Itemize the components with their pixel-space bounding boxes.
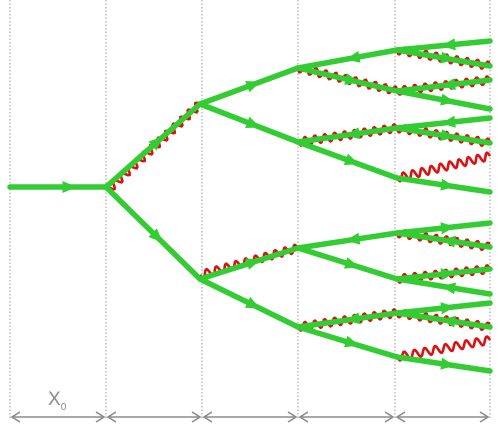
arrowhead-15 — [441, 38, 456, 51]
scale-arrow-left-0 — [10, 411, 21, 423]
arrowhead-12 — [343, 257, 360, 269]
arrowhead-4 — [245, 116, 261, 128]
x0-label: X0 — [48, 389, 66, 413]
arrowhead-27 — [441, 315, 456, 328]
arrowhead-11 — [345, 232, 361, 245]
interval-scale — [10, 411, 490, 423]
scale-arrow-right-2 — [287, 411, 298, 423]
arrowhead-17 — [441, 78, 456, 91]
arrowhead-24 — [440, 268, 456, 281]
photon-line-8 — [395, 151, 492, 183]
scale-arrow-left-4 — [395, 411, 406, 423]
arrowhead-26 — [440, 302, 456, 315]
arrowhead-3 — [245, 80, 261, 93]
photon-lines — [109, 46, 492, 362]
scale-arrow-right-4 — [479, 411, 490, 423]
arrowhead-6 — [244, 296, 261, 309]
arrowhead-1 — [148, 136, 163, 151]
arrowhead-18 — [440, 93, 456, 106]
arrowhead-2 — [148, 228, 163, 243]
arrowhead-8 — [344, 73, 360, 85]
arrowhead-22 — [440, 222, 456, 235]
scale-arrow-right-3 — [384, 411, 395, 423]
arrowhead-19 — [441, 115, 456, 128]
x0-label-main: X — [48, 389, 61, 410]
direction-arrows — [62, 38, 457, 370]
arrowhead-23 — [441, 235, 456, 248]
scale-arrow-right-1 — [191, 411, 202, 423]
arrowhead-21 — [440, 178, 456, 191]
arrowhead-16 — [440, 51, 456, 64]
arrowhead-14 — [344, 335, 360, 348]
scale-arrow-left-2 — [202, 411, 213, 423]
arrowhead-13 — [345, 312, 361, 325]
x0-label-sub: 0 — [60, 401, 67, 413]
scale-arrow-left-3 — [298, 411, 309, 423]
arrowhead-5 — [245, 258, 261, 270]
arrowhead-20 — [440, 129, 456, 142]
arrowhead-0 — [62, 181, 77, 193]
scale-arrow-right-0 — [95, 411, 106, 423]
arrowhead-7 — [345, 50, 361, 63]
photon-line-12 — [395, 335, 492, 362]
scale-arrow-left-1 — [106, 411, 117, 423]
arrowhead-10 — [343, 153, 360, 166]
arrowhead-28 — [440, 357, 456, 370]
arrowhead-9 — [345, 127, 361, 140]
arrowhead-25 — [441, 282, 457, 295]
